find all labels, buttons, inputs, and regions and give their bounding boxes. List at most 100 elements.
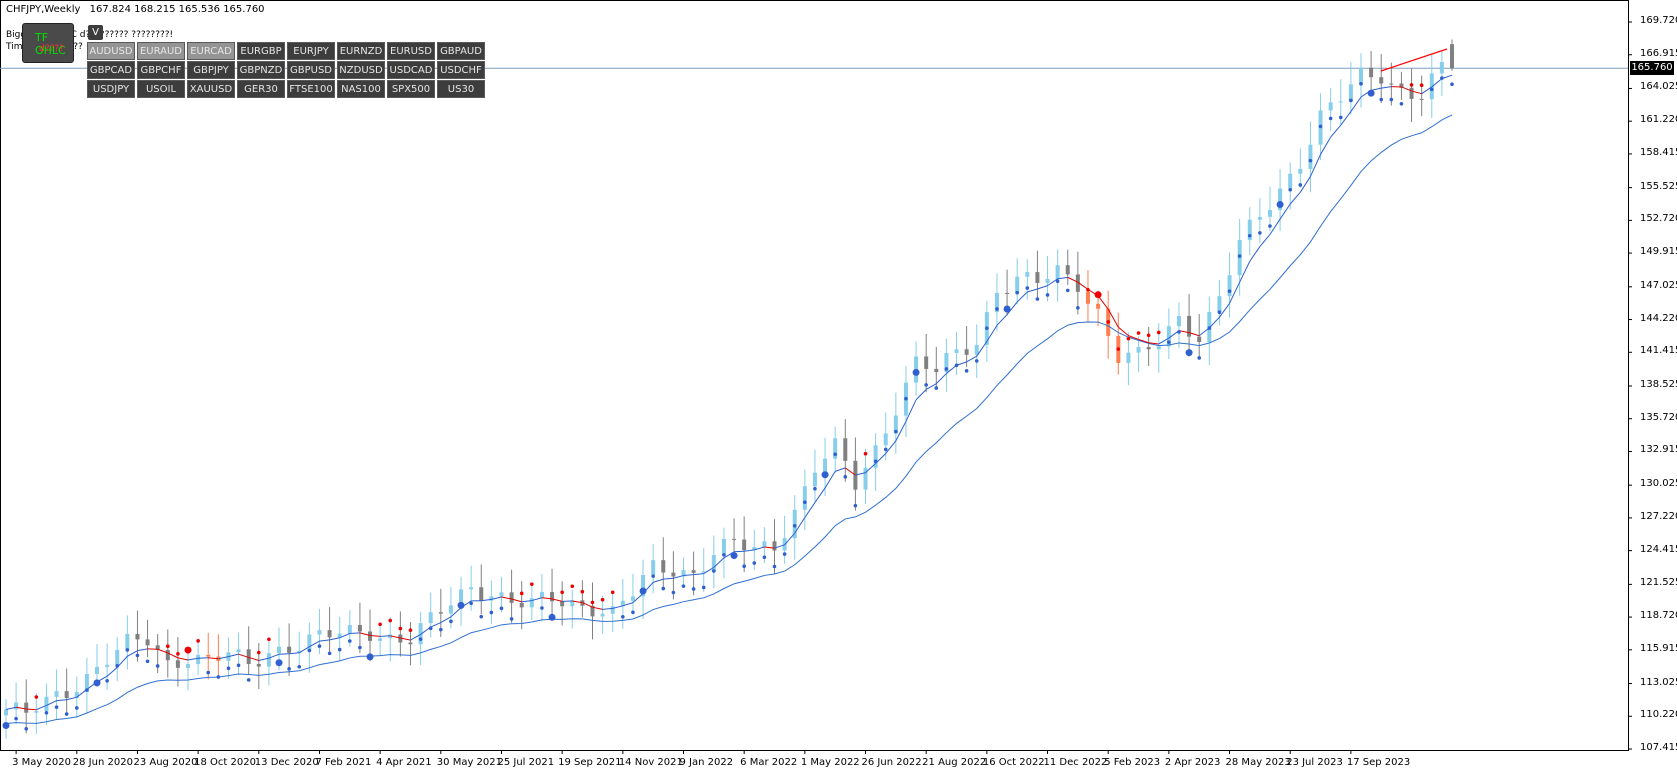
y-tick-label: 161.220 xyxy=(1640,114,1677,126)
candle-body xyxy=(671,572,676,577)
psar-dot xyxy=(1247,233,1252,238)
x-tick-label: 28 Jun 2020 xyxy=(72,757,133,768)
psar-dot xyxy=(1167,340,1171,344)
symbol-button-nzdusd[interactable]: NZDUSD xyxy=(337,61,385,79)
psar-dot xyxy=(1055,279,1060,283)
symbol-button-eurusd[interactable]: EURUSD xyxy=(387,42,435,60)
symbol-button-ftse100[interactable]: FTSE100 xyxy=(287,80,335,98)
psar-dot xyxy=(985,326,989,330)
x-tick-label: 23 Jul 2023 xyxy=(1286,757,1343,768)
psar-dot xyxy=(1207,326,1212,330)
fast-ma-segment xyxy=(56,699,67,702)
candle-body xyxy=(175,660,180,668)
symbol-button-gbpcad[interactable]: GBPCAD xyxy=(87,61,135,79)
psar-dot xyxy=(1419,83,1424,88)
psar-dot xyxy=(428,626,433,631)
symbol-button-euraud[interactable]: EURAUD xyxy=(137,42,185,60)
psar-dot xyxy=(701,585,706,590)
candle-body xyxy=(1045,278,1050,284)
symbol-button-gbpjpy[interactable]: GBPJPY xyxy=(187,61,235,79)
psar-dot xyxy=(924,383,928,387)
symbol-button-xauusd[interactable]: XAUUSD xyxy=(187,80,235,98)
symbol-button-gbpaud[interactable]: GBPAUD xyxy=(437,42,485,60)
psar-dot xyxy=(863,451,868,456)
fast-ma-segment xyxy=(1279,203,1291,220)
symbol-button-eurjpy[interactable]: EURJPY xyxy=(287,42,335,60)
fast-ma-segment xyxy=(1027,288,1038,293)
symbol-button-eurcad[interactable]: EURCAD xyxy=(187,42,235,60)
psar-dot xyxy=(93,679,101,687)
candle-body xyxy=(186,664,191,668)
symbol-button-ger30[interactable]: GER30 xyxy=(237,80,285,98)
symbol-button-gbpusd[interactable]: GBPUSD xyxy=(287,61,335,79)
symbol-button-eurgbp[interactable]: EURGBP xyxy=(237,42,285,60)
psar-dot xyxy=(1227,289,1232,293)
fast-ma-segment xyxy=(1128,335,1139,340)
fast-ma-segment xyxy=(824,471,836,489)
psar-dot xyxy=(408,628,413,633)
candle-body xyxy=(1399,83,1404,88)
x-tick-label: 25 Jul 2021 xyxy=(497,757,555,768)
fast-ma-segment xyxy=(228,653,239,658)
psar-dot xyxy=(388,618,393,623)
candle-body xyxy=(843,438,848,461)
toggle-v-button[interactable]: V xyxy=(88,25,103,40)
psar-dot xyxy=(44,711,49,715)
symbol-button-us30[interactable]: US30 xyxy=(437,80,485,98)
fast-ma-segment xyxy=(521,600,532,603)
candle-body xyxy=(772,541,777,551)
symbol-button-nas100[interactable]: NAS100 xyxy=(337,80,385,98)
candle-body xyxy=(206,654,211,657)
candle-body xyxy=(1257,216,1262,220)
symbol-button-spx500[interactable]: SPX500 xyxy=(387,80,435,98)
psar-dot xyxy=(1440,76,1444,80)
fast-ma-segment xyxy=(1158,337,1170,345)
x-tick-label: 16 Oct 2022 xyxy=(982,757,1045,768)
symbol-button-gbpnzd[interactable]: GBPNZD xyxy=(237,61,285,79)
candle-body xyxy=(944,352,949,373)
candle-body xyxy=(590,605,595,617)
candle-body xyxy=(388,634,393,639)
candle-body xyxy=(266,653,271,667)
psar-dot xyxy=(398,626,403,631)
psar-dot xyxy=(236,663,241,668)
symbol-button-gbpchf[interactable]: GBPCHF xyxy=(137,61,185,79)
x-tick-label: 18 Oct 2020 xyxy=(194,757,256,768)
candle-body xyxy=(802,486,807,510)
psar-dot xyxy=(1003,305,1011,313)
fast-ma-segment xyxy=(359,632,371,637)
fast-ma-segment xyxy=(744,549,755,552)
symbol-button-usdcad[interactable]: USDCAD xyxy=(387,61,435,79)
x-tick-label: 4 Apr 2021 xyxy=(376,757,432,768)
psar-dot xyxy=(1106,320,1110,324)
psar-dot xyxy=(479,614,484,619)
psar-dot xyxy=(570,584,575,589)
fast-ma-segment xyxy=(329,637,340,641)
symbol-button-usdchf[interactable]: USDCHF xyxy=(437,61,485,79)
candle-body xyxy=(681,570,686,577)
candle-body xyxy=(651,560,656,576)
symbol-button-usoil[interactable]: USOIL xyxy=(137,80,185,98)
candle-body xyxy=(1075,274,1080,292)
tf-ohlc-widget[interactable]: TF OHLC d???? xyxy=(22,23,74,63)
candle-body xyxy=(378,638,383,641)
fast-ma-segment xyxy=(1208,316,1220,329)
fast-ma-segment xyxy=(76,689,88,698)
candle-body xyxy=(883,433,888,446)
psar-dot xyxy=(256,650,261,655)
psar-dot xyxy=(610,590,615,595)
symbol-button-usdjpy[interactable]: USDJPY xyxy=(87,80,135,98)
candle-body xyxy=(570,600,575,607)
psar-dot xyxy=(1015,290,1019,295)
candle-body xyxy=(1278,188,1283,211)
symbol-button-audusd[interactable]: AUDUSD xyxy=(87,42,135,60)
symbol-button-eurnzd[interactable]: EURNZD xyxy=(337,42,385,60)
candle-body xyxy=(924,356,929,369)
fast-ma-segment xyxy=(582,602,593,608)
y-tick-label: 141.415 xyxy=(1640,345,1677,357)
candle-body xyxy=(893,415,898,434)
fast-ma-segment xyxy=(1148,342,1159,345)
psar-dot xyxy=(1349,98,1353,103)
candle-body xyxy=(428,612,433,624)
